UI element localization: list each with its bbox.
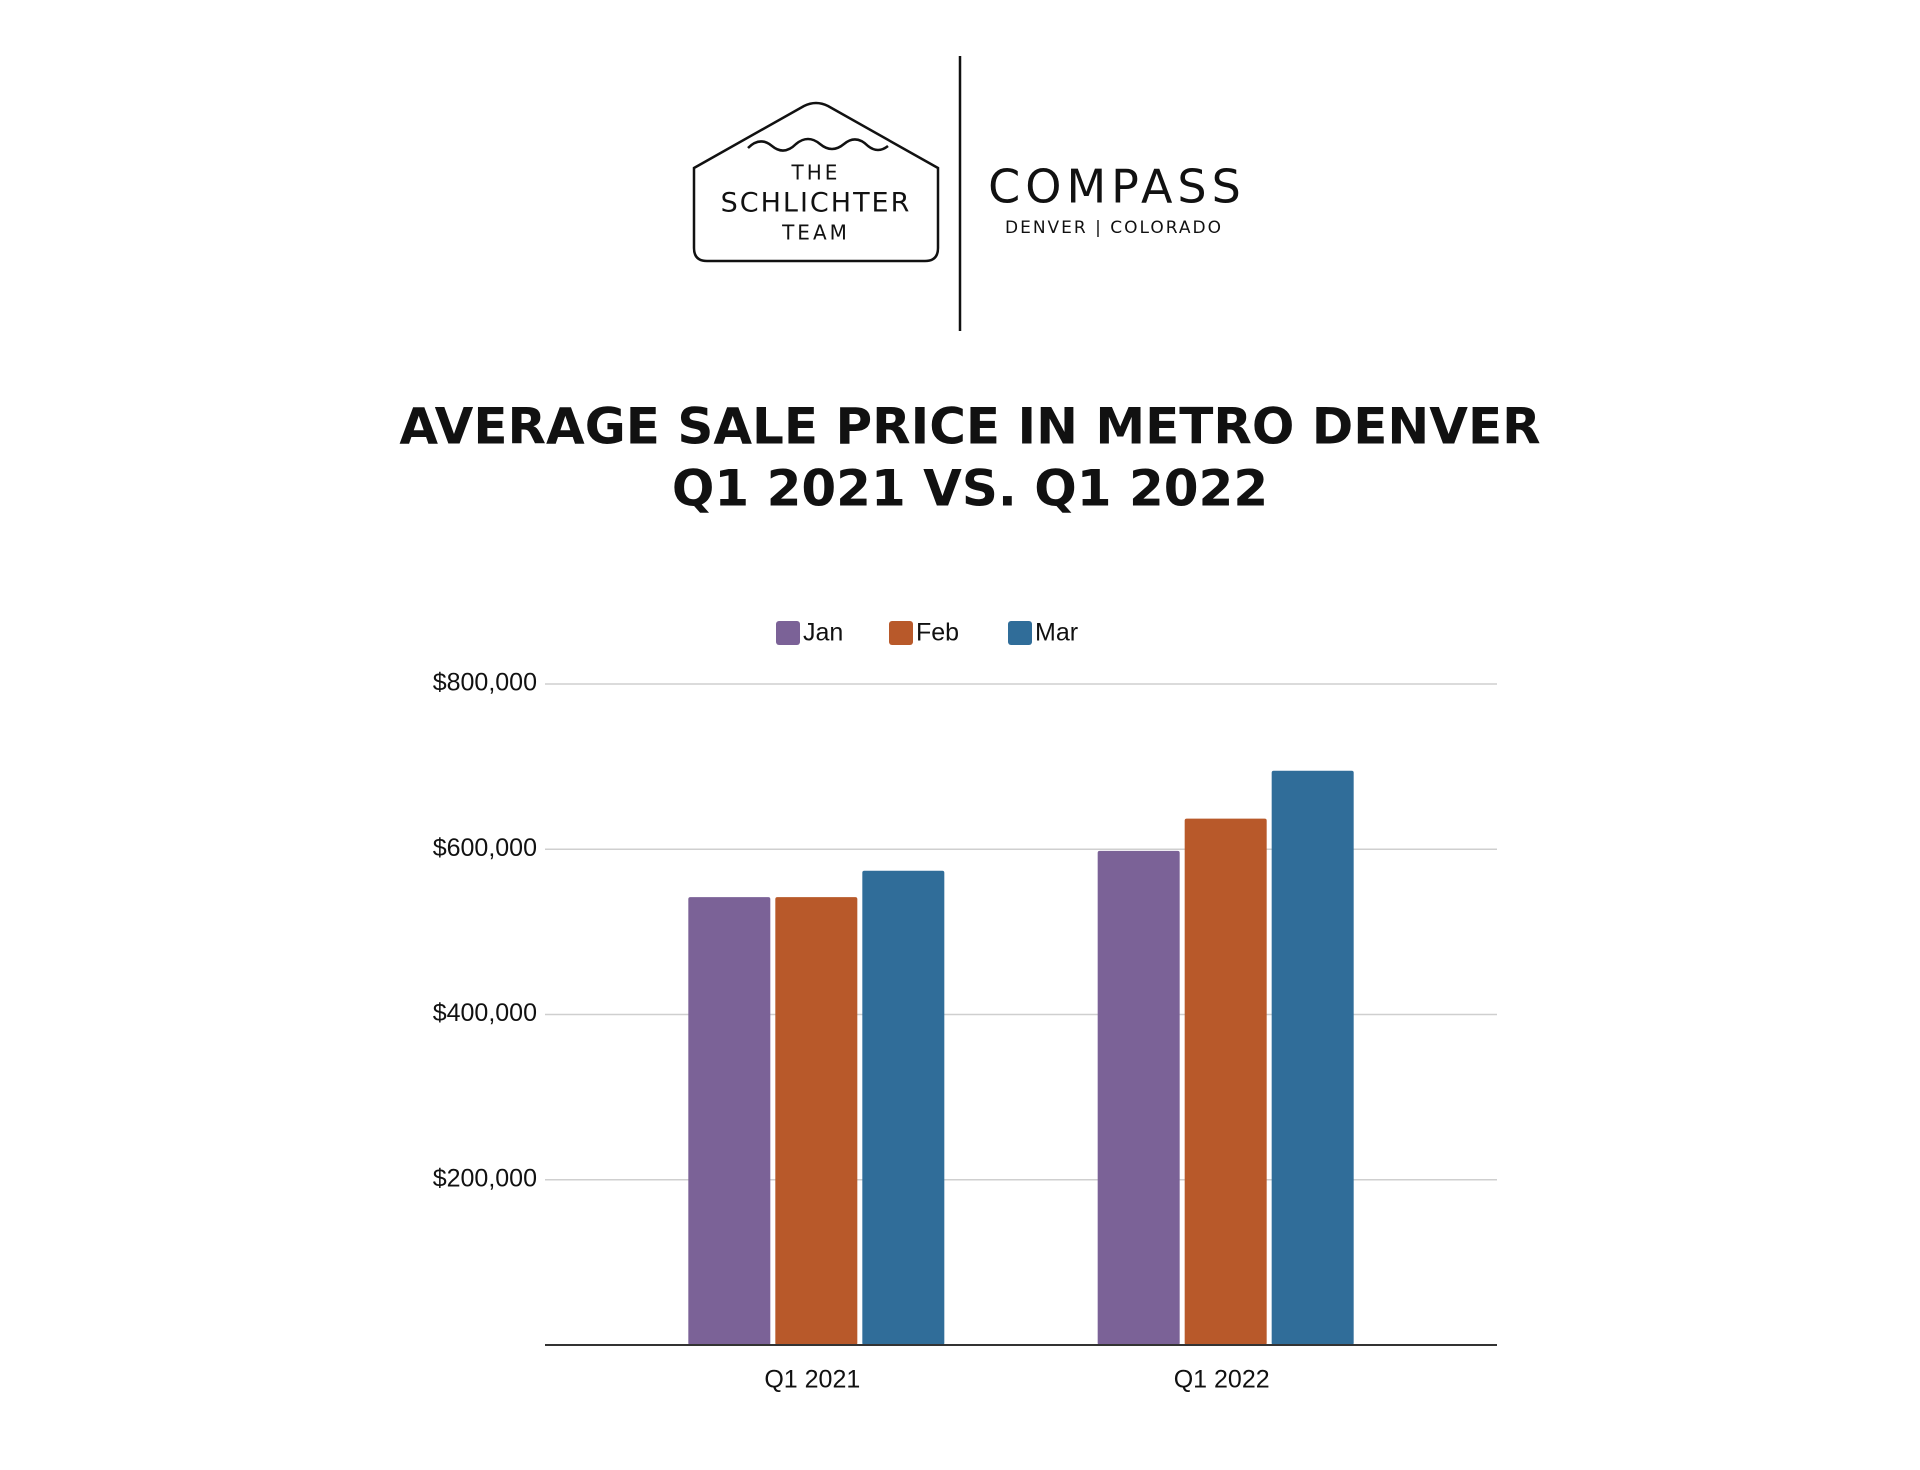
chart-subtitle: Q1 2021 VS. Q1 2022 — [672, 460, 1268, 518]
logo-wave — [747, 137, 889, 152]
bar — [1097, 850, 1180, 1345]
chart-title: AVERAGE SALE PRICE IN METRO DENVER — [399, 398, 1540, 456]
logo-text: SCHLICHTER — [721, 188, 912, 219]
logo-text: THE — [791, 161, 841, 185]
legend-swatch — [889, 621, 913, 645]
bar — [1271, 770, 1354, 1345]
legend-swatch — [776, 621, 800, 645]
logo-text: TEAM — [781, 221, 850, 245]
brand: COMPASS — [988, 160, 1246, 214]
brand-location: DENVER | COLORADO — [1005, 218, 1223, 238]
bar — [1184, 818, 1267, 1345]
x-tick-label: Q1 2021 — [764, 1366, 860, 1394]
logo — [692, 56, 962, 331]
y-tick-label: $600,000 — [433, 834, 537, 862]
logo-badge — [692, 101, 940, 263]
y-tick-label: $200,000 — [433, 1164, 537, 1192]
legend-swatch — [1008, 621, 1032, 645]
y-tick-label: $400,000 — [433, 999, 537, 1027]
bar — [775, 897, 858, 1345]
legend-label: Feb — [916, 619, 959, 647]
y-tick-label: $800,000 — [433, 669, 537, 697]
x-tick-label: Q1 2022 — [1174, 1366, 1270, 1394]
bar — [688, 897, 771, 1345]
legend-label: Mar — [1035, 619, 1078, 647]
legend-label: Jan — [803, 619, 843, 647]
bar — [862, 870, 945, 1345]
